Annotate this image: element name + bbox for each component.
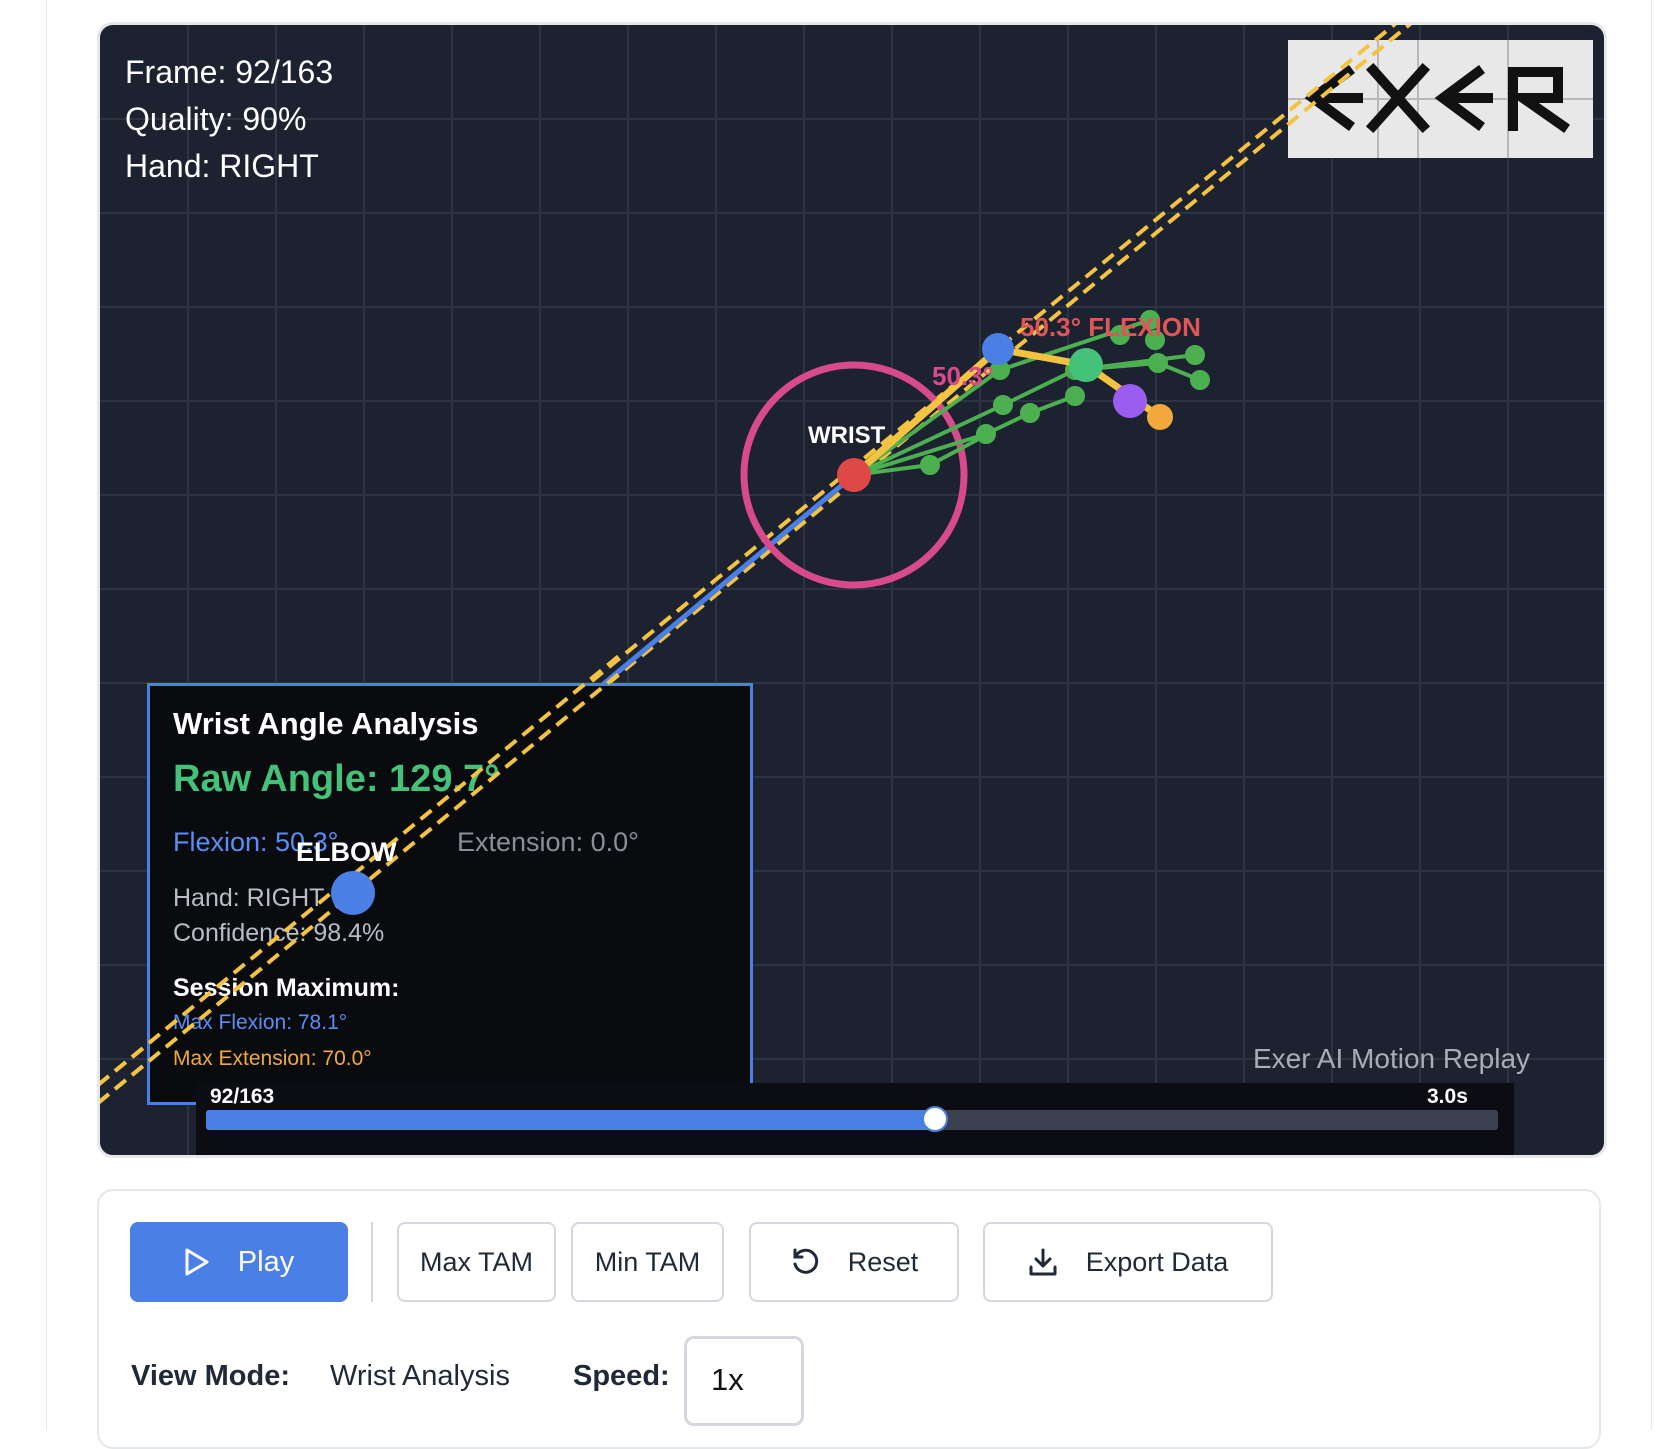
- flexion-value: Flexion: 50.3°: [173, 827, 339, 857]
- extension-value: Extension: 0.0°: [457, 827, 639, 857]
- session-max-title: Session Maximum:: [173, 974, 400, 1002]
- watermark: Exer AI Motion Replay: [1253, 1043, 1531, 1074]
- timeline-time-label: 3.0s: [1427, 1085, 1468, 1108]
- timeline-progress: [206, 1110, 935, 1130]
- reset-label: Reset: [847, 1246, 919, 1277]
- hand-readout: Hand: RIGHT: [125, 148, 319, 184]
- pose-overlay: WRIST 50.3° FLEXION 50.3°: [100, 25, 1413, 1104]
- angle-tag: 50.3°: [932, 361, 993, 391]
- speed-label: Speed:: [573, 1360, 670, 1392]
- panel-hand: Hand: RIGHT: [173, 884, 325, 912]
- min-tam-label: Min TAM: [594, 1246, 701, 1277]
- export-label: Export Data: [1085, 1246, 1229, 1277]
- play-button[interactable]: Play: [130, 1222, 348, 1302]
- motion-replay-viewer[interactable]: Frame: 92/163 Quality: 90% Hand: RIGHT: [97, 22, 1607, 1158]
- panel-title: Wrist Angle Analysis: [173, 706, 479, 741]
- elbow-label: ELBOW: [296, 837, 397, 867]
- angle-circle: [740, 361, 968, 589]
- palm-joint: [1113, 384, 1147, 418]
- wrist-joint: [837, 458, 871, 492]
- max-tam-button[interactable]: Max TAM: [397, 1222, 556, 1302]
- timeline-scrubber[interactable]: [922, 1106, 948, 1132]
- raw-angle: Raw Angle: 129.7°: [173, 758, 500, 800]
- frame-counter: Frame: 92/163: [125, 54, 334, 90]
- thumb-base-joint: [982, 333, 1014, 365]
- max-flexion: Max Flexion: 78.1°: [173, 1011, 348, 1034]
- download-icon: [1028, 1247, 1058, 1277]
- reset-button[interactable]: Reset: [749, 1222, 959, 1302]
- wrist-label: WRIST: [808, 422, 886, 449]
- view-mode-label: View Mode:: [131, 1360, 290, 1392]
- confidence-value: Confidence: 98.4%: [173, 919, 385, 947]
- wrist-analysis-panel: Wrist Angle Analysis Raw Angle: 129.7° F…: [147, 683, 753, 1105]
- play-icon: [184, 1247, 210, 1277]
- index-joint: [1069, 348, 1103, 382]
- exer-logo: [1288, 40, 1593, 158]
- view-mode-value[interactable]: Wrist Analysis: [330, 1360, 510, 1392]
- min-tam-button[interactable]: Min TAM: [571, 1222, 724, 1302]
- reference-line: [100, 25, 1413, 1104]
- max-tam-label: Max TAM: [419, 1246, 533, 1277]
- hand-skeleton: [852, 310, 1210, 477]
- flexion-tag: 50.3° FLEXION: [1020, 312, 1201, 342]
- quality-readout: Quality: 90%: [125, 101, 307, 137]
- exer-logo-icon: [1288, 40, 1593, 158]
- fingertip-joint: [1147, 404, 1173, 430]
- foreground-overlay: ELBOW: [100, 653, 622, 1104]
- reset-icon: [790, 1247, 820, 1277]
- export-data-button[interactable]: Export Data: [983, 1222, 1273, 1302]
- max-extension: Max Extension: 70.0°: [173, 1047, 372, 1070]
- speed-select[interactable]: [684, 1336, 804, 1426]
- timeline-frame-label: 92/163: [210, 1085, 275, 1108]
- toolbar-divider: [371, 1222, 373, 1302]
- play-label: Play: [237, 1245, 295, 1278]
- speed-value[interactable]: 1x: [711, 1362, 744, 1397]
